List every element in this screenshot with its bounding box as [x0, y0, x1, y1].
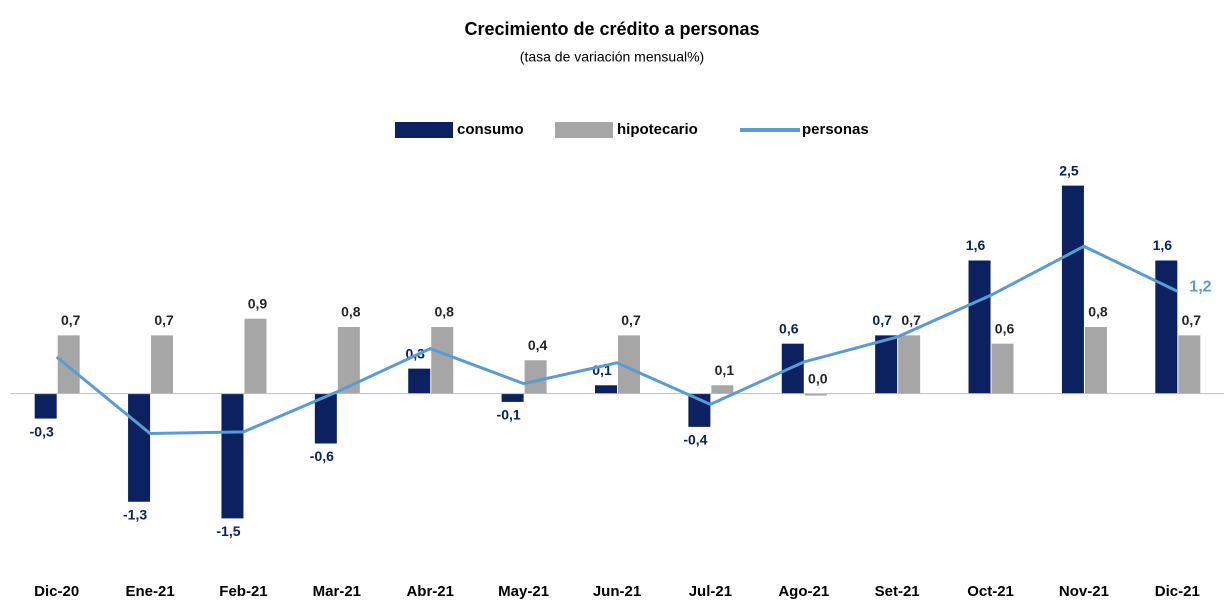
- x-tick-label: Feb-21: [219, 583, 267, 600]
- bar: [781, 343, 804, 394]
- data-label: 0,8: [434, 304, 454, 320]
- x-tick-label: Nov-21: [1059, 583, 1109, 600]
- x-tick-label: Set-21: [875, 583, 920, 600]
- data-label: -1,5: [216, 523, 240, 539]
- data-label: 0,1: [715, 362, 735, 378]
- x-tick-label: Abr-21: [406, 583, 454, 600]
- bar: [244, 318, 267, 394]
- bar: [711, 385, 734, 394]
- bar: [898, 335, 921, 394]
- bar: [1084, 327, 1107, 394]
- data-label: 1,6: [1153, 237, 1173, 253]
- chart-subtitle: (tasa de variación mensual%): [520, 49, 704, 65]
- bar: [128, 393, 151, 502]
- data-label: 0,8: [1088, 304, 1108, 320]
- data-label: 0,7: [872, 312, 892, 328]
- bar: [431, 327, 454, 394]
- data-label: -0,4: [683, 432, 707, 448]
- bar: [1178, 335, 1201, 394]
- bar: [501, 393, 524, 402]
- data-label: 2,5: [1059, 162, 1079, 178]
- data-label: 1,2: [1189, 278, 1211, 295]
- bar: [34, 393, 57, 419]
- data-label: -1,3: [123, 506, 147, 522]
- data-label: -0,1: [497, 407, 521, 423]
- bar: [991, 343, 1014, 394]
- chart-title: Crecimiento de crédito a personas: [464, 19, 759, 39]
- x-tick-label: Jul-21: [689, 583, 732, 600]
- bar: [314, 393, 337, 444]
- data-label: 0,8: [341, 304, 361, 320]
- data-label: 1,6: [966, 237, 986, 253]
- data-label: 0,7: [154, 312, 174, 328]
- legend-label: hipotecario: [617, 121, 698, 138]
- bar: [804, 393, 827, 396]
- data-label: 0,6: [995, 320, 1015, 336]
- line: [55, 244, 1178, 436]
- bar: [618, 335, 640, 394]
- legend-swatch: [395, 122, 453, 138]
- legend-label: consumo: [457, 121, 524, 138]
- x-tick-label: Jun-21: [593, 583, 641, 600]
- x-tick-label: Oct-21: [967, 583, 1014, 600]
- data-label: 0,7: [1182, 312, 1202, 328]
- bar: [151, 335, 174, 394]
- data-label: -0,6: [310, 448, 334, 464]
- data-label: 0,6: [779, 320, 799, 336]
- bar: [595, 385, 617, 394]
- bar: [1155, 260, 1178, 394]
- bar: [221, 393, 244, 519]
- data-label: -0,3: [30, 423, 54, 439]
- data-label: 0,7: [61, 312, 81, 328]
- legend-label: personas: [802, 121, 869, 138]
- bar: [968, 260, 991, 394]
- data-label: 0,0: [808, 370, 828, 386]
- bar: [524, 360, 547, 394]
- x-tick-label: Dic-21: [1155, 583, 1200, 600]
- x-tick-label: May-21: [498, 583, 549, 600]
- bar: [337, 327, 360, 394]
- data-label: 0,7: [901, 312, 921, 328]
- bar: [875, 335, 898, 394]
- x-tick-label: Ago-21: [778, 583, 829, 600]
- data-label: 0,9: [248, 295, 268, 311]
- x-tick-label: Ene-21: [125, 583, 174, 600]
- bar: [1061, 185, 1084, 394]
- data-label: 0,7: [621, 312, 641, 328]
- x-tick-label: Mar-21: [313, 583, 361, 600]
- bar: [57, 335, 80, 394]
- bar: [408, 368, 431, 394]
- data-label: 0,4: [528, 337, 548, 353]
- legend-swatch: [555, 122, 613, 138]
- x-tick-label: Dic-20: [34, 583, 79, 600]
